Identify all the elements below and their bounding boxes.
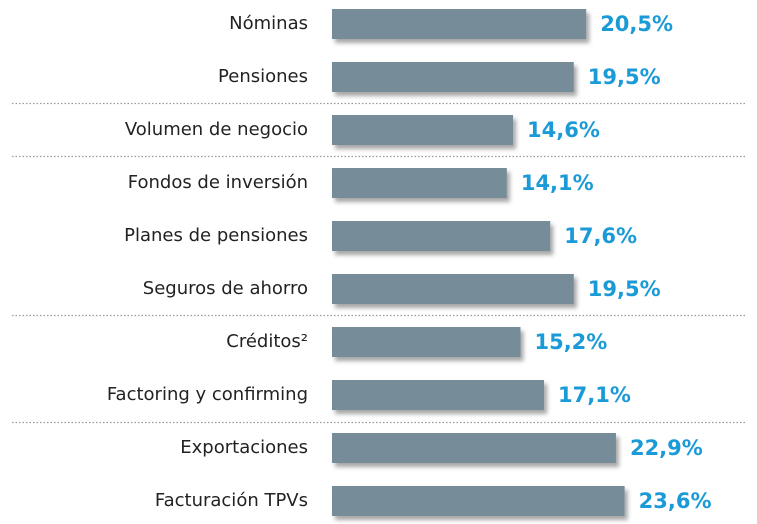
bar [332,221,551,251]
category-label: Facturación TPVs [155,490,308,511]
category-label: Exportaciones [180,437,308,458]
bar [332,433,616,463]
value-label: 22,9% [630,436,703,460]
category-label: Factoring y confirming [107,384,308,405]
bar [332,168,507,198]
bar [332,115,514,145]
bar [332,380,545,410]
separators [12,102,745,424]
value-label: 23,6% [639,489,712,513]
bar [332,62,574,92]
value-label: 19,5% [588,65,661,89]
category-label: Créditos² [226,331,308,352]
value-label: 14,1% [521,171,594,195]
category-label: Volumen de negocio [125,119,308,140]
value-label: 19,5% [588,277,661,301]
bar [332,486,625,516]
value-label: 14,6% [527,118,600,142]
value-label: 17,1% [558,383,631,407]
category-label: Seguros de ahorro [143,278,308,299]
bar [332,327,521,357]
bar [332,274,574,304]
category-label: Pensiones [218,66,308,87]
category-label: Planes de pensiones [124,225,308,246]
value-label: 17,6% [564,224,637,248]
value-label: 20,5% [600,12,673,36]
category-label: Nóminas [229,13,308,34]
category-label: Fondos de inversión [128,172,308,193]
bar [332,9,587,39]
value-label: 15,2% [534,330,607,354]
